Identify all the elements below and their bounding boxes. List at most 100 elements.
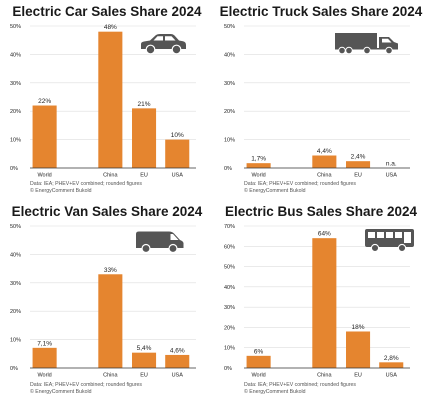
bar-world — [32, 347, 57, 368]
bar-china — [98, 274, 123, 368]
y-tick-label: 10% — [10, 138, 21, 144]
y-tick-label: 20% — [10, 109, 21, 115]
x-tick-label: World — [37, 173, 51, 179]
chart-title: Electric Van Sales Share 2024 — [11, 204, 203, 219]
van-icon — [136, 231, 184, 254]
x-tick-label: EU — [354, 373, 362, 379]
car-icon — [141, 34, 186, 55]
chart-copyright: © EnergyComment Bukold — [30, 188, 92, 194]
y-tick-label: 50% — [224, 24, 235, 30]
y-tick-label: 40% — [10, 52, 21, 58]
car-sales-bar-chart: 0% 10% 20% 30% 40% 50% 22% World 48% China 21% EU 10… — [10, 24, 196, 179]
y-tick-label: 60% — [224, 244, 235, 250]
data-label: 4,4% — [317, 148, 332, 155]
chart-source-note: Data: IEA; PHEV+EV combined; rounded fig… — [30, 181, 142, 195]
y-tick-label: 40% — [10, 252, 21, 258]
x-tick-label: China — [103, 173, 118, 179]
data-label: 22% — [38, 98, 51, 105]
truck-sales-chart-panel: Electric Truck Sales Share 2024 0% 10% 20%… — [214, 0, 428, 200]
van-sales-chart-panel: Electric Van Sales Share 2024 0% 10% 20% 30… — [0, 200, 214, 400]
x-tick-label: USA — [172, 373, 184, 379]
car-sales-chart-panel: Electric Car Sales Share 2024 0% 10% 20% 30… — [0, 0, 214, 200]
chart-source-note: Data: IEA; PHEV+EV combined; rounded fig… — [244, 181, 356, 195]
y-tick-label: 40% — [224, 52, 235, 58]
x-tick-label: World — [251, 373, 265, 379]
y-tick-label: 50% — [10, 24, 21, 30]
chart-title: Electric Car Sales Share 2024 — [12, 4, 202, 19]
bar-usa — [165, 354, 190, 368]
y-tick-label: 30% — [224, 305, 235, 311]
y-tick-label: 0% — [10, 166, 18, 172]
data-label: 5,4% — [137, 345, 152, 352]
bar-china — [98, 31, 123, 169]
x-tick-label: USA — [386, 173, 398, 179]
data-label: 1,7% — [251, 156, 266, 163]
x-tick-label: EU — [354, 173, 362, 179]
chart-copyright: © EnergyComment Bukold — [30, 389, 92, 395]
bar-usa — [165, 139, 190, 168]
bar-eu — [132, 108, 157, 168]
truck-sales-bar-chart: 0% 10% 20% 30% 40% 50% 1,7% World 4,4% China 2,4% E… — [224, 24, 410, 179]
x-tick-label: USA — [386, 373, 398, 379]
data-label: 2,4% — [351, 154, 366, 161]
y-tick-label: 20% — [224, 109, 235, 115]
bus-icon — [365, 229, 414, 253]
x-tick-label: World — [251, 173, 265, 179]
chart-copyright: © EnergyComment Bukold — [244, 188, 306, 194]
y-tick-label: 30% — [224, 81, 235, 87]
data-label: 21% — [138, 101, 151, 108]
data-label: 10% — [171, 132, 184, 139]
y-tick-label: 70% — [224, 224, 235, 230]
chart-source-data: Data: IEA; PHEV+EV combined; rounded fig… — [244, 382, 357, 388]
bus-sales-bar-chart: 0% 10% 20% 30% 40% 50% 60% 70% 6% World 64% China 18… — [224, 224, 410, 379]
x-tick-label: EU — [140, 173, 148, 179]
y-tick-label: 20% — [224, 325, 235, 331]
bar-world — [246, 355, 271, 368]
data-label: 4,6% — [170, 347, 185, 354]
data-label: 18% — [352, 324, 365, 331]
chart-source-note: Data: IEA; PHEV+EV combined; rounded fig… — [30, 382, 142, 396]
y-tick-label: 20% — [10, 309, 21, 315]
data-label: 2,8% — [384, 355, 399, 362]
x-tick-label: China — [317, 173, 332, 179]
y-tick-label: 30% — [10, 281, 21, 287]
chart-copyright: © EnergyComment Bukold — [244, 389, 306, 395]
y-tick-label: 50% — [224, 265, 235, 271]
y-tick-label: 0% — [224, 166, 232, 172]
x-tick-label: USA — [172, 173, 184, 179]
y-tick-label: 0% — [224, 366, 232, 372]
y-tick-label: 10% — [224, 346, 235, 352]
bar-world — [32, 105, 57, 168]
data-label: 64% — [318, 231, 331, 238]
y-tick-label: 0% — [10, 366, 18, 372]
data-label: 7,1% — [37, 340, 52, 347]
x-tick-label: China — [317, 373, 332, 379]
bar-eu — [132, 352, 157, 368]
chart-source-note: Data: IEA; PHEV+EV combined; rounded fig… — [244, 382, 356, 396]
chart-title: Electric Bus Sales Share 2024 — [224, 204, 418, 219]
bus-sales-chart-panel: Electric Bus Sales Share 2024 0% 10% 20% 30… — [214, 200, 428, 400]
data-label: 33% — [104, 267, 117, 274]
van-sales-bar-chart: 0% 10% 20% 30% 40% 50% 7,1% World 33% China 5,4% EU… — [10, 224, 196, 379]
y-tick-label: 50% — [10, 224, 21, 230]
bar-china — [312, 155, 337, 168]
y-tick-label: 10% — [10, 338, 21, 344]
truck-icon — [335, 33, 398, 55]
y-tick-label: 30% — [10, 81, 21, 87]
chart-source-data: Data: IEA; PHEV+EV combined; rounded fig… — [30, 382, 143, 388]
chart-source-data: Data: IEA; PHEV+EV combined; rounded fig… — [244, 181, 357, 187]
bar-eu — [346, 161, 371, 168]
data-label: 6% — [254, 348, 264, 355]
bar-china — [312, 238, 337, 368]
data-label: n.a. — [386, 161, 397, 168]
x-tick-label: World — [37, 373, 51, 379]
y-tick-label: 40% — [224, 285, 235, 291]
bar-world — [246, 163, 271, 168]
bar-eu — [346, 331, 371, 368]
bar-usa — [379, 362, 404, 368]
y-tick-label: 10% — [224, 138, 235, 144]
data-label: 48% — [104, 24, 117, 31]
x-tick-label: China — [103, 373, 118, 379]
chart-source-data: Data: IEA; PHEV+EV combined; rounded fig… — [30, 181, 143, 187]
chart-title: Electric Truck Sales Share 2024 — [219, 4, 423, 19]
